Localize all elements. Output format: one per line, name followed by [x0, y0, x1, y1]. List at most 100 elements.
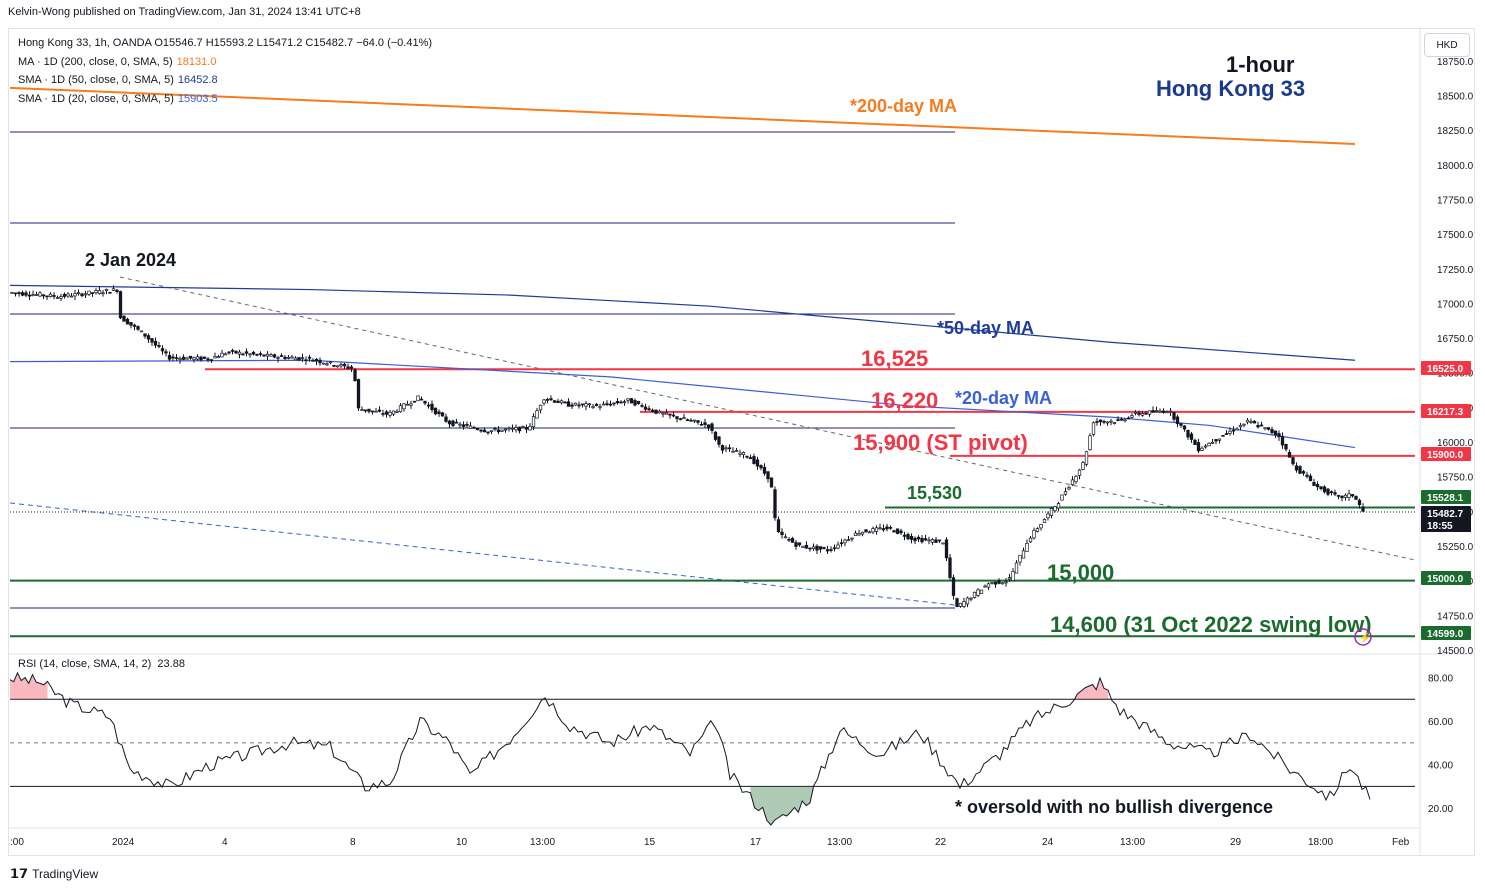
candle-body [549, 398, 553, 401]
candle-body [167, 355, 172, 360]
candle-body [843, 539, 847, 544]
candle-body [1025, 543, 1029, 552]
candle-body [87, 290, 91, 295]
candle-body [374, 410, 378, 413]
dashed-trendline [119, 276, 1416, 561]
indicator-legend: Hong Kong 33, 1h, OANDA O15546.7 H15593.… [18, 34, 436, 108]
candle-body [1182, 425, 1187, 430]
candle-body [1018, 554, 1022, 563]
legend-sma50-row[interactable]: SMA · 1D (50, close, 0, SMA, 5) 16452.8 [18, 71, 436, 90]
candle-body [412, 400, 417, 403]
candle-body [234, 350, 238, 354]
candle-body [612, 402, 616, 405]
currency-button[interactable]: HKD [1424, 33, 1470, 57]
candle-body [132, 324, 137, 327]
candle-body [192, 357, 196, 360]
price-label-bg [1421, 518, 1471, 532]
candle-body [1147, 410, 1152, 415]
candle-body [1098, 419, 1103, 423]
candle-body [199, 356, 203, 361]
candle-body [521, 426, 525, 428]
legend-symbol: Hong Kong 33, 1h, OANDA O15546.7 H15593.… [18, 37, 433, 49]
candle-body [325, 363, 329, 366]
candle-body [101, 292, 105, 295]
candle-body [934, 539, 938, 543]
candle-body [972, 591, 977, 598]
candle-body [584, 403, 588, 407]
price-label: 16217.3 [1427, 407, 1464, 418]
candle-body [657, 410, 662, 414]
axis-layer: 18750.0 18500.0 18250.0 18000.0 17750.0 17500… [10, 57, 1474, 848]
chart-timeframe-title: 1-hour [1226, 52, 1295, 77]
candle-body [587, 403, 592, 406]
candle-body [111, 288, 116, 291]
candle-body [1179, 423, 1183, 426]
candle-body [1126, 417, 1131, 420]
price-tick-label: 17750.0 [1437, 195, 1474, 206]
candle-body [633, 400, 637, 406]
candle-body [888, 527, 893, 529]
annotation-16525: 16,525 [861, 346, 928, 371]
candle-body [1231, 429, 1236, 432]
candle-body [671, 414, 676, 417]
candle-body [164, 351, 168, 354]
candle-body [696, 420, 700, 423]
candle-body [230, 350, 235, 352]
candle-body [437, 411, 441, 415]
candle-body [643, 406, 648, 410]
footer-brand[interactable]: TradingView [32, 867, 99, 881]
candle-body [489, 430, 494, 433]
candle-body [311, 360, 315, 362]
candle-body [1168, 410, 1173, 413]
candle-body [1049, 508, 1054, 516]
candle-body [1224, 433, 1229, 435]
candle-body [976, 589, 980, 596]
annotation-layer: *200-day MA 2 Jan 2024 *50-day MA 16,525 16,… [85, 96, 1372, 817]
candle-body [220, 352, 224, 358]
tradingview-logo-icon[interactable]: 𝟭𝟳 [10, 866, 29, 881]
candle-body [181, 356, 186, 360]
candle-body [839, 542, 844, 545]
candle-body [500, 429, 504, 432]
candle-body [402, 403, 406, 410]
candle-body [1242, 423, 1246, 426]
candle-body [605, 403, 609, 405]
candle-body [626, 398, 630, 401]
candle-body [1112, 422, 1117, 424]
rsi-legend[interactable]: RSI (14, close, SMA, 14, 2) 23.88 [18, 658, 185, 670]
legend-ma200-row[interactable]: MA · 1D (200, close, 0, SMA, 5) 18131.0 [18, 53, 436, 72]
candle-body [1361, 506, 1365, 512]
candle-body [1312, 482, 1316, 486]
candle-body [955, 598, 959, 608]
legend-sma20-row[interactable]: SMA · 1D (20, close, 0, SMA, 5) 15903.5 [18, 90, 436, 109]
candle-body [650, 409, 655, 412]
candle-body [1119, 418, 1124, 421]
candle-body [94, 290, 98, 294]
candle-body [755, 459, 760, 467]
candle-body [573, 402, 578, 406]
price-label: 16525.0 [1427, 364, 1464, 375]
candle-body [241, 353, 245, 356]
annotation-oversold: * oversold with no bullish divergence [955, 797, 1273, 817]
time-tick-label: 22 [935, 837, 947, 848]
candle-body [983, 585, 987, 588]
legend-symbol-row[interactable]: Hong Kong 33, 1h, OANDA O15546.7 H15593.… [18, 34, 436, 53]
candle-body [1217, 438, 1222, 441]
candle-body [860, 531, 865, 535]
candle-body [493, 428, 497, 430]
candle-body [1308, 475, 1313, 482]
candle-body [958, 602, 963, 607]
price-label-bg [1421, 571, 1471, 585]
candle-body [342, 363, 347, 367]
candle-body [720, 445, 725, 451]
candle-body [1245, 419, 1250, 423]
candle-body [1343, 494, 1348, 498]
time-tick-label: 4 [222, 837, 228, 848]
candle-body [598, 406, 602, 408]
candle-body [822, 547, 826, 549]
candle-body [255, 353, 259, 356]
candle-body [157, 345, 161, 347]
candle-body [636, 400, 641, 404]
price-tick-label: 16000.0 [1437, 438, 1474, 449]
